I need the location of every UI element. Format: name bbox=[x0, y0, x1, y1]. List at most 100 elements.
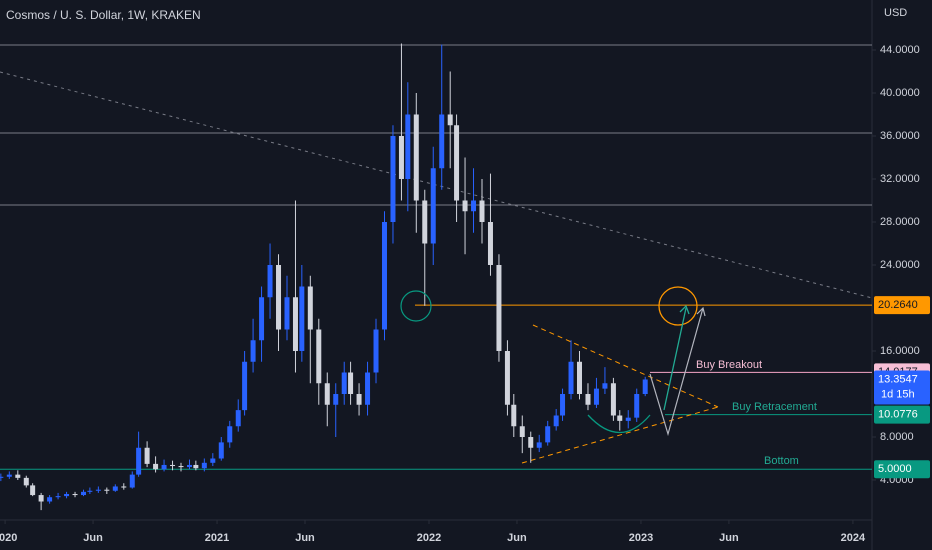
y-tick-label: 40.0000 bbox=[880, 87, 920, 99]
candle-body bbox=[201, 462, 207, 469]
candle-body bbox=[471, 200, 477, 212]
candle-body bbox=[104, 489, 110, 491]
x-tick-label: 2024 bbox=[841, 532, 866, 544]
candle-body bbox=[23, 477, 29, 486]
candle-body bbox=[64, 493, 70, 497]
path-arrow bbox=[649, 307, 704, 437]
triangle-lower bbox=[521, 406, 719, 464]
candle-body bbox=[72, 493, 78, 496]
candle-body bbox=[422, 200, 428, 244]
candle-body bbox=[365, 372, 371, 405]
candle-body bbox=[610, 383, 616, 416]
candle-body bbox=[276, 264, 282, 330]
candle-body bbox=[479, 200, 485, 222]
candle-body bbox=[560, 394, 566, 416]
x-tick-label: 2023 bbox=[629, 532, 653, 544]
candle-body bbox=[634, 394, 640, 418]
candle-body bbox=[381, 221, 387, 330]
candle-body bbox=[38, 495, 44, 502]
price-tag bbox=[874, 460, 930, 479]
candle-body bbox=[398, 135, 404, 179]
x-tick-label: 2022 bbox=[417, 532, 441, 544]
x-tick-label: Jun bbox=[83, 532, 103, 544]
candle-body bbox=[136, 447, 142, 475]
currency: USD bbox=[884, 7, 907, 19]
candle-body bbox=[356, 394, 362, 405]
candle-body bbox=[193, 464, 199, 469]
y-tick-label: 16.0000 bbox=[880, 345, 920, 357]
y-tick-label: 8.0000 bbox=[880, 431, 914, 443]
arrow-head bbox=[696, 306, 706, 317]
candle-body bbox=[81, 491, 87, 496]
candle-body bbox=[292, 297, 298, 352]
candle-body bbox=[250, 340, 256, 362]
candle-body bbox=[47, 497, 53, 502]
candle-body bbox=[496, 264, 502, 352]
candle-body bbox=[227, 426, 233, 443]
y-tick-label: 28.0000 bbox=[880, 216, 920, 228]
candle-body bbox=[413, 114, 419, 201]
x-tick-label: 2020 bbox=[0, 532, 17, 544]
candle-body bbox=[30, 485, 36, 496]
candle-body bbox=[186, 464, 192, 468]
candle-body bbox=[593, 388, 599, 405]
candle-body bbox=[316, 329, 322, 384]
candle-body bbox=[430, 168, 436, 244]
candle-body bbox=[454, 125, 460, 201]
candle-body bbox=[299, 286, 305, 352]
triangle-upper bbox=[532, 324, 719, 408]
candle-body bbox=[405, 114, 411, 179]
y-tick-label: 36.0000 bbox=[880, 130, 920, 142]
candle-body bbox=[528, 437, 534, 448]
support-circle bbox=[400, 290, 432, 322]
candle-body bbox=[553, 415, 559, 427]
annotation: Buy Breakout bbox=[696, 359, 762, 371]
candle-body bbox=[307, 286, 313, 330]
candle-body bbox=[235, 410, 241, 427]
candle-body bbox=[390, 135, 396, 222]
candle-body bbox=[585, 394, 591, 405]
price-tag-label: 13.3547 bbox=[878, 373, 918, 385]
y-tick-label: 32.0000 bbox=[880, 173, 920, 185]
candle-body bbox=[545, 426, 551, 443]
candle-body bbox=[144, 447, 150, 464]
candle-body bbox=[87, 490, 93, 492]
candle-body bbox=[95, 489, 101, 491]
candle-body bbox=[642, 379, 648, 395]
trend-line bbox=[0, 71, 873, 299]
cup-curve bbox=[587, 414, 651, 434]
candle-body bbox=[242, 361, 248, 411]
countdown: 1d 15h bbox=[881, 388, 915, 400]
candle-body bbox=[625, 417, 631, 421]
price-tag bbox=[874, 296, 930, 315]
breakout-arrow bbox=[663, 307, 687, 411]
candle-body bbox=[210, 458, 216, 463]
candle-body bbox=[373, 329, 379, 373]
candle-body bbox=[617, 415, 623, 421]
y-tick-label: 24.0000 bbox=[880, 259, 920, 271]
chart-title: Cosmos / U. S. Dollar, 1W, KRAKEN bbox=[6, 8, 201, 22]
candle-body bbox=[112, 486, 118, 491]
candle-body bbox=[348, 372, 354, 395]
price-tag-label: 10.0776 bbox=[878, 409, 918, 421]
price-tag-label: 5.0000 bbox=[878, 463, 912, 475]
candle-body bbox=[267, 264, 273, 298]
candles bbox=[0, 43, 648, 511]
candle-body bbox=[536, 442, 542, 448]
axes: 4.00008.000016.000024.000028.000032.0000… bbox=[0, 44, 920, 544]
candle-body bbox=[324, 383, 330, 405]
annotation: Bottom bbox=[764, 455, 799, 467]
x-tick-label: 2021 bbox=[205, 532, 229, 544]
candle-body bbox=[178, 466, 184, 468]
candle-body bbox=[6, 474, 12, 477]
candle-body bbox=[504, 351, 510, 405]
target-circle bbox=[658, 286, 698, 326]
candle-body bbox=[602, 383, 608, 389]
price-tag-label: 20.2640 bbox=[878, 299, 918, 311]
candle-body bbox=[439, 114, 445, 169]
candle-body bbox=[15, 474, 21, 478]
price-tag bbox=[874, 405, 930, 424]
x-tick-label: Jun bbox=[507, 532, 527, 544]
candle-body bbox=[161, 464, 167, 470]
